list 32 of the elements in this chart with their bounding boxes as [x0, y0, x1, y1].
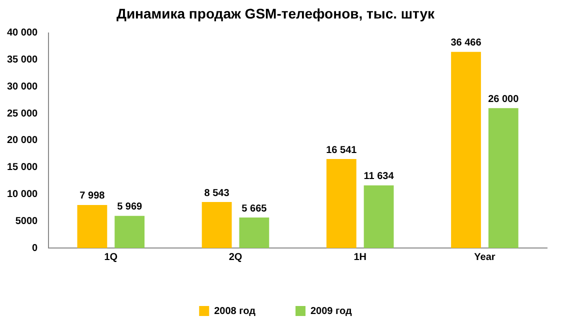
x-tick-label: 1Q: [104, 252, 118, 263]
x-tick-label: Year: [474, 252, 496, 263]
data-label: 5 969: [117, 202, 143, 213]
data-label: 36 466: [450, 38, 482, 49]
legend-label: 2008 год: [214, 306, 256, 317]
data-label: 11 634: [364, 171, 394, 182]
bar: [239, 218, 270, 248]
y-tick-label: 40 000: [6, 28, 38, 39]
data-label: 5 665: [242, 203, 268, 214]
data-label: 26 000: [488, 94, 520, 105]
x-tick-label: 1H: [354, 252, 366, 263]
y-tick-label: 0: [32, 242, 38, 254]
bar: [326, 159, 356, 248]
bar: [451, 52, 481, 248]
y-tick-label: 5000: [15, 216, 38, 227]
bar: [364, 185, 394, 248]
y-tick-label: 30 000: [6, 81, 38, 92]
bar: [488, 108, 518, 248]
bar: [77, 204, 108, 248]
y-tick-label: 15 000: [6, 162, 38, 174]
y-tick-label: 35 000: [6, 54, 38, 66]
y-tick-label: 20 000: [6, 135, 38, 146]
legend-label: 2009 год: [310, 306, 353, 317]
chart-title: Динамика продаж GSM-телефонов, тыс. штук: [116, 5, 436, 22]
data-label: 7 998: [80, 190, 106, 202]
data-label: 16 541: [326, 144, 358, 156]
data-label: 8 543: [204, 188, 230, 199]
bar: [114, 216, 145, 248]
y-tick-label: 25 000: [6, 108, 38, 120]
y-tick-label: 10 000: [6, 188, 38, 200]
x-tick-label: 2Q: [228, 252, 242, 263]
bar: [202, 202, 232, 248]
